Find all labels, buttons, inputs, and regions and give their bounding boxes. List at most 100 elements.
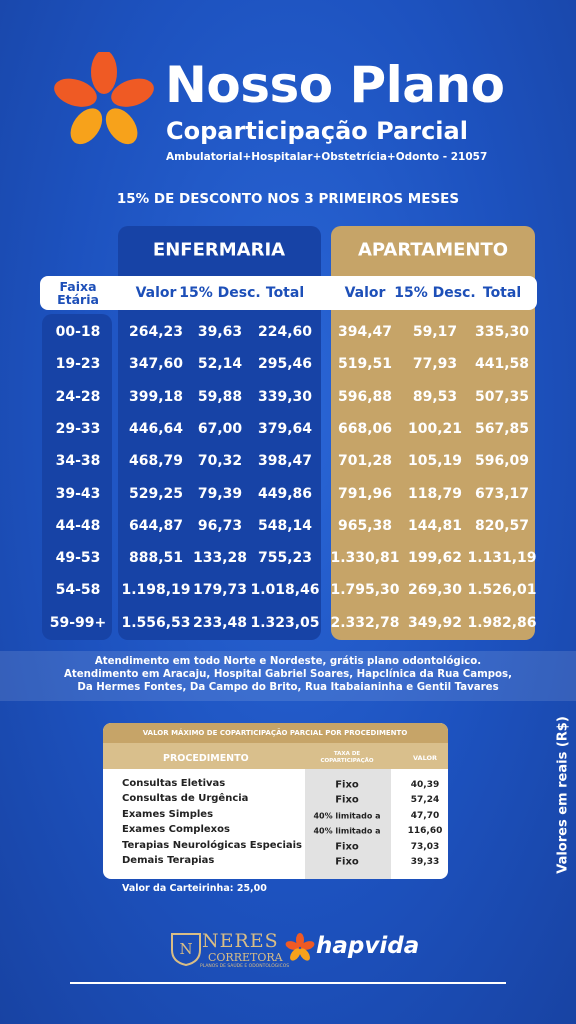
price: 441,58 [474, 356, 530, 373]
procedure-header: VALOR [412, 754, 438, 762]
price: 449,86 [257, 485, 313, 502]
procedure-value: 116,60 [407, 826, 443, 837]
price: 519,51 [337, 356, 393, 373]
procedure-header: TAXA DE COPARTICIPAÇÃO [320, 751, 374, 764]
card-fee: Valor da Carteirinha: 25,00 [122, 883, 267, 894]
column-header: Faixa Etária [57, 279, 99, 307]
procedure-rate: Fixo [335, 841, 359, 853]
group-header: APARTAMENTO [357, 239, 509, 261]
column-header: Total [265, 285, 305, 301]
price: 1.526,01 [467, 582, 537, 599]
plan-code: Ambulatorial+Hospitalar+Obstetrícia+Odon… [166, 151, 488, 163]
brand-name: NERES [202, 930, 279, 952]
procedure-value: 73,03 [410, 841, 440, 852]
price: 965,38 [337, 517, 393, 534]
price: 67,00 [197, 420, 243, 437]
price: 673,17 [474, 485, 530, 502]
price: 89,53 [412, 388, 458, 405]
price: 100,21 [407, 420, 463, 437]
price: 529,25 [128, 485, 184, 502]
procedure-name: Consultas Eletivas [122, 778, 226, 789]
age-block [42, 314, 112, 640]
price: 96,73 [197, 517, 243, 534]
price: 1.982,86 [467, 614, 537, 631]
column-header: 15% Desc. [179, 285, 261, 301]
age-range: 59-99+ [49, 614, 107, 631]
price: 118,79 [407, 485, 463, 502]
info-band [0, 651, 576, 701]
procedure-value: 57,24 [410, 795, 440, 806]
price: 144,81 [407, 517, 463, 534]
price: 233,48 [192, 614, 248, 631]
procedure-header-bar [103, 743, 448, 769]
subtitle: Coparticipação Parcial [166, 117, 468, 145]
procedure-name: Demais Terapias [122, 855, 215, 866]
procedure-box [103, 723, 448, 879]
procedure-rate: 40% limitado a [313, 811, 381, 821]
procedure-value: 47,70 [410, 810, 440, 821]
price: 468,79 [128, 453, 184, 470]
svg-text:N: N [179, 940, 192, 958]
price: 446,64 [128, 420, 184, 437]
age-range: 00-18 [55, 324, 101, 340]
price: 347,60 [128, 356, 184, 373]
info-line: Atendimento em todo Norte e Nordeste, gr… [94, 656, 482, 667]
price: 2.332,78 [330, 614, 400, 631]
procedure-rate: Fixo [335, 856, 359, 868]
procedure-rate: Fixo [335, 794, 359, 806]
price: 52,14 [197, 356, 243, 373]
price: 70,32 [197, 453, 243, 470]
price: 398,47 [257, 453, 313, 470]
procedure-value: 39,33 [410, 857, 440, 867]
procedure-rate: Fixo [335, 779, 359, 791]
info-line: Da Hermes Fontes, Da Campo do Brito, Rua… [77, 682, 499, 693]
price: 59,17 [412, 324, 458, 340]
procedure-title: VALOR MÁXIMO DE COPARTICIPAÇÃO PARCIAL P… [142, 729, 408, 737]
age-range: 29-33 [55, 420, 101, 437]
price: 1.556,53 [121, 614, 191, 631]
procedure-title-bar [103, 723, 448, 743]
price: 379,64 [257, 420, 313, 437]
hapvida-flower [285, 933, 315, 961]
price: 1.018,46 [250, 582, 320, 599]
price: 339,30 [257, 388, 313, 405]
price: 1.330,81 [330, 550, 400, 567]
age-range: 24-28 [55, 388, 101, 405]
brand-sub: CORRETORA [208, 951, 283, 964]
column-header: Valor [344, 285, 386, 301]
procedure-header: PROCEDIMENTO [163, 753, 249, 764]
price: 820,57 [474, 517, 530, 534]
price: 295,46 [257, 356, 313, 373]
price: 179,73 [192, 582, 248, 599]
price: 888,51 [128, 550, 184, 567]
price: 701,28 [337, 453, 393, 470]
procedure-name: Consultas de Urgência [122, 793, 249, 805]
price: 335,30 [474, 324, 530, 340]
price: 59,88 [197, 388, 243, 405]
procedure-name: Terapias Neurológicas Especiais [122, 839, 302, 851]
flower-logo [54, 52, 154, 145]
price: 567,85 [474, 420, 530, 437]
price: 399,18 [128, 388, 184, 405]
procedure-rate: 40% limitado a [313, 826, 381, 836]
price: 1.131,19 [467, 550, 537, 567]
age-range: 19-23 [55, 356, 101, 373]
price: 133,28 [192, 550, 248, 567]
price: 269,30 [407, 582, 463, 599]
price: 1.795,30 [330, 582, 400, 599]
price: 79,39 [197, 485, 243, 502]
side-note: Valores em reais (R$) [555, 716, 571, 874]
price: 507,35 [474, 388, 530, 405]
price: 644,87 [128, 517, 184, 534]
procedure-value: 40,39 [410, 780, 440, 790]
price: 224,60 [257, 324, 313, 340]
header-row [40, 276, 537, 310]
price: 791,96 [337, 485, 393, 502]
price: 755,23 [257, 550, 313, 567]
group-header: ENFERMARIA [152, 239, 286, 261]
price: 394,47 [337, 324, 393, 340]
price: 349,92 [407, 614, 463, 631]
price: 596,09 [474, 453, 530, 470]
price: 1.198,19 [121, 582, 191, 599]
price: 199,62 [407, 550, 463, 567]
